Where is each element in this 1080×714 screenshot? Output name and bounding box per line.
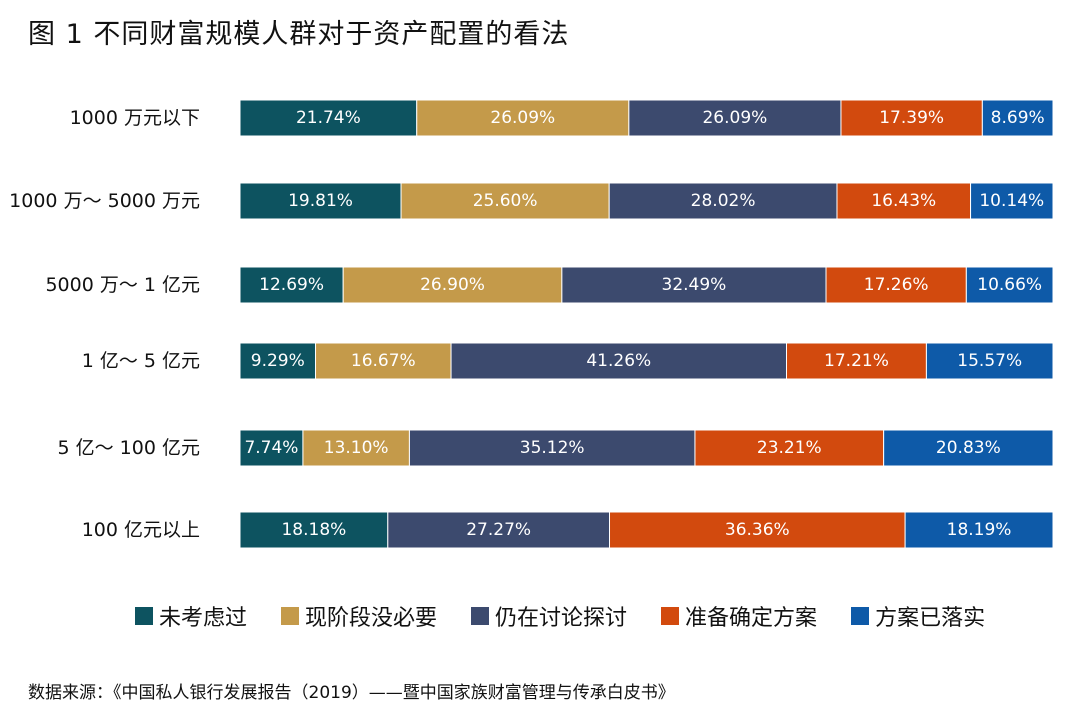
bar-segment xyxy=(408,429,696,467)
data-label: 10.66% xyxy=(977,275,1042,295)
data-label: 26.90% xyxy=(420,275,485,295)
data-label: 25.60% xyxy=(473,191,538,211)
bar-segment xyxy=(315,342,452,380)
data-label: 16.43% xyxy=(871,191,936,211)
bar-segment xyxy=(239,182,402,220)
bar-segment xyxy=(302,429,410,467)
data-label: 41.26% xyxy=(586,351,651,371)
legend-item: 现阶段没必要 xyxy=(281,600,437,632)
data-label: 17.26% xyxy=(864,275,929,295)
data-label: 23.21% xyxy=(757,438,822,458)
bar-segment xyxy=(904,511,1054,549)
category-label: 5000 万～ 1 亿元 xyxy=(45,274,200,296)
bar-segment xyxy=(239,342,317,380)
data-label: 13.10% xyxy=(324,438,389,458)
data-label: 21.74% xyxy=(296,108,361,128)
bar-segment xyxy=(970,182,1054,220)
legend-item: 准备确定方案 xyxy=(661,600,817,632)
legend-swatch xyxy=(851,607,870,625)
bar-segment xyxy=(561,266,827,304)
bar-segment xyxy=(836,182,972,220)
data-label: 18.19% xyxy=(947,520,1012,540)
data-label: 36.36% xyxy=(725,520,790,540)
bar-segment xyxy=(965,266,1054,304)
data-label: 17.39% xyxy=(879,108,944,128)
legend-label: 现阶段没必要 xyxy=(305,606,438,631)
legend-label: 方案已落实 xyxy=(875,606,986,631)
bar-segment xyxy=(239,99,418,137)
bar-segment xyxy=(342,266,563,304)
category-label: 1000 万元以下 xyxy=(70,107,200,129)
bar-segment xyxy=(883,429,1054,467)
bar-segment xyxy=(608,182,838,220)
bar-segment xyxy=(450,342,787,380)
data-label: 15.57% xyxy=(957,351,1022,371)
data-label: 27.27% xyxy=(466,520,531,540)
category-label: 1000 万～ 5000 万元 xyxy=(9,190,200,212)
data-label: 18.18% xyxy=(281,520,346,540)
data-source-note: 数据来源：《中国私人银行发展报告（2019）——暨中国家族财富管理与传承白皮书》 xyxy=(28,683,675,703)
data-label: 32.49% xyxy=(662,275,727,295)
data-label: 20.83% xyxy=(936,438,1001,458)
bar-segment xyxy=(400,182,610,220)
category-label: 5 亿～ 100 亿元 xyxy=(58,437,200,459)
legend-swatch xyxy=(661,607,680,625)
bar-segment xyxy=(825,266,967,304)
data-label: 17.21% xyxy=(824,351,889,371)
legend-label: 仍在讨论探讨 xyxy=(495,606,628,631)
legend-item: 方案已落实 xyxy=(851,600,985,632)
bar-segment xyxy=(239,266,344,304)
legend-swatch xyxy=(135,607,153,625)
category-label: 100 亿元以上 xyxy=(82,519,200,541)
data-label: 12.69% xyxy=(259,275,324,295)
legend-item: 仍在讨论探讨 xyxy=(471,600,627,632)
stacked-bar-chart: 1000 万元以下 21.74% 26.09% 26.09% 17.39% 8.69% 10… xyxy=(9,99,1054,549)
data-label: 7.74% xyxy=(244,438,298,458)
chart-legend: 未考虑过 现阶段没必要 仍在讨论探讨 准备确定方案 方案已落实 xyxy=(135,600,1019,632)
data-label: 26.09% xyxy=(490,108,555,128)
category-label: 1 亿～ 5 亿元 xyxy=(82,350,200,372)
data-label: 19.81% xyxy=(288,191,353,211)
legend-label: 未考虑过 xyxy=(159,606,248,631)
legend-swatch xyxy=(471,607,490,625)
data-label: 8.69% xyxy=(991,108,1045,128)
data-label: 9.29% xyxy=(251,351,305,371)
chart-title: 图 1 不同财富规模人群对于资产配置的看法 xyxy=(28,19,570,50)
bar-segment xyxy=(925,342,1054,380)
bar-segment xyxy=(416,99,630,137)
data-label: 35.12% xyxy=(520,438,585,458)
data-label: 10.14% xyxy=(979,191,1044,211)
bar-segment xyxy=(628,99,842,137)
data-label: 28.02% xyxy=(691,191,756,211)
bar-segment xyxy=(840,99,983,137)
bar-segment xyxy=(239,429,304,467)
bar-segment xyxy=(981,99,1054,137)
data-label: 16.67% xyxy=(351,351,416,371)
bar-segment xyxy=(785,342,927,380)
bar-segment xyxy=(239,511,389,549)
bar-segment xyxy=(694,429,885,467)
legend-swatch xyxy=(281,607,300,625)
data-label: 26.09% xyxy=(702,108,767,128)
legend-label: 准备确定方案 xyxy=(685,606,818,631)
legend-item: 未考虑过 xyxy=(135,600,247,632)
